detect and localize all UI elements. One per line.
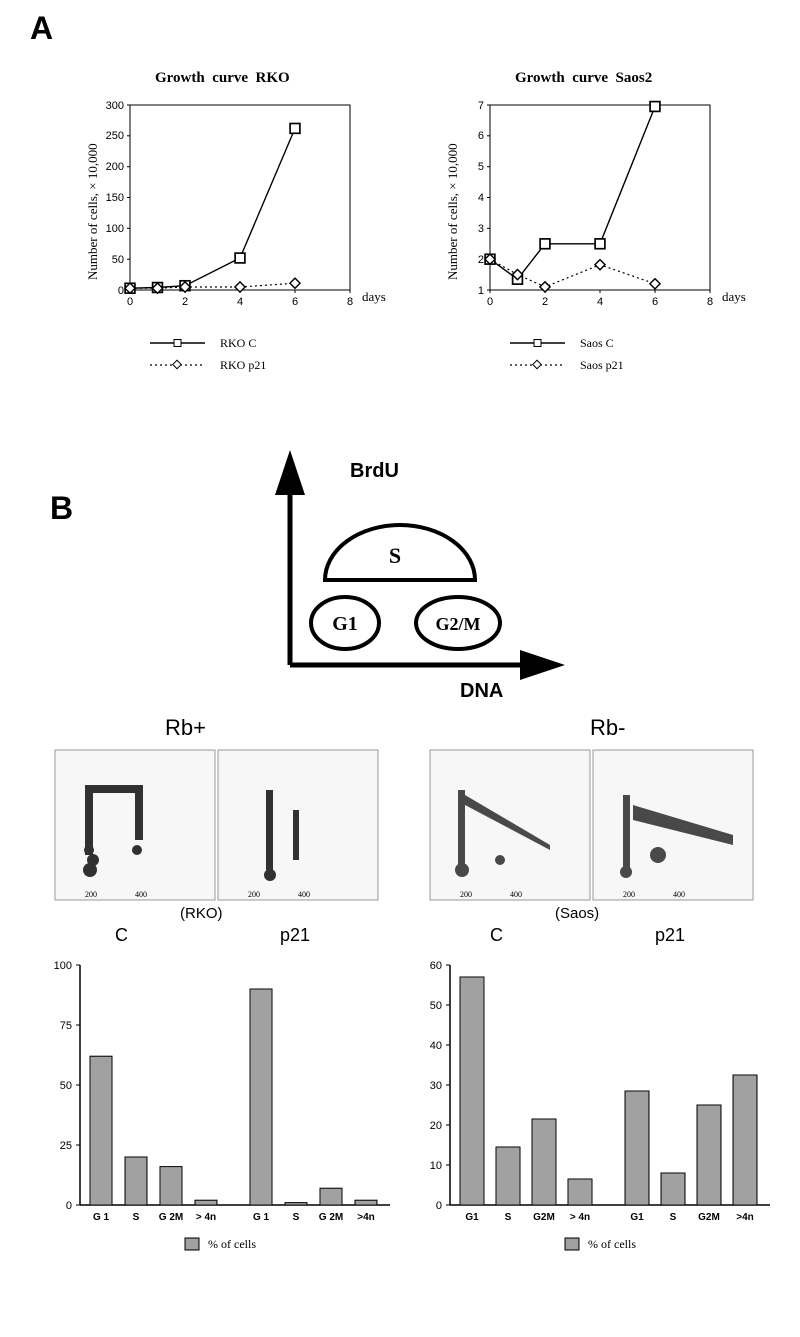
svg-text:G2M: G2M bbox=[698, 1212, 720, 1223]
panel-b-label: B bbox=[50, 490, 73, 527]
ylabel-saos: Number of cells, × 10,000 bbox=[445, 143, 461, 280]
region-g2m: G2/M bbox=[436, 614, 481, 634]
rko-cell-line: (RKO) bbox=[180, 905, 223, 922]
svg-text:S: S bbox=[133, 1212, 140, 1223]
header-rb-plus: Rb+ bbox=[165, 715, 206, 741]
xlabel-saos: days bbox=[722, 289, 746, 305]
svg-text:S: S bbox=[670, 1212, 677, 1223]
svg-text:2: 2 bbox=[542, 296, 548, 308]
svg-text:0: 0 bbox=[487, 296, 493, 308]
svg-text:> 4n: > 4n bbox=[570, 1212, 590, 1223]
svg-text:6: 6 bbox=[652, 296, 658, 308]
panel-a-label: A bbox=[30, 10, 53, 47]
svg-text:200: 200 bbox=[106, 161, 124, 173]
svg-text:5: 5 bbox=[478, 161, 484, 173]
svg-text:10: 10 bbox=[430, 1160, 442, 1172]
dna-axis-label: DNA bbox=[460, 680, 503, 703]
svg-text:25: 25 bbox=[60, 1140, 72, 1152]
svg-text:150: 150 bbox=[106, 192, 124, 204]
svg-text:S: S bbox=[505, 1212, 512, 1223]
chart-title-rko: Growth curve RKO bbox=[155, 70, 290, 87]
legend-rko: RKO C RKO p21 bbox=[150, 335, 350, 385]
growth-chart-saos: 1 2 3 4 5 6 7 0 2 4 6 8 bbox=[460, 95, 730, 325]
legend-saos-p21: Saos p21 bbox=[580, 358, 624, 372]
legend-left-bars: % of cells bbox=[208, 1237, 256, 1251]
legend-rko-c: RKO C bbox=[220, 336, 256, 350]
svg-text:400: 400 bbox=[510, 890, 522, 899]
cond-saos-c: C bbox=[490, 925, 503, 946]
legend-rko-p21: RKO p21 bbox=[220, 358, 266, 372]
facs-rko-c: 200 400 bbox=[55, 750, 215, 900]
svg-text:6: 6 bbox=[478, 130, 484, 142]
facs-rko-p21: 200 400 bbox=[218, 750, 378, 900]
svg-text:20: 20 bbox=[430, 1120, 442, 1132]
svg-text:50: 50 bbox=[60, 1080, 72, 1092]
svg-text:> 4n: > 4n bbox=[196, 1212, 216, 1223]
svg-text:400: 400 bbox=[673, 890, 685, 899]
svg-text:1: 1 bbox=[478, 285, 484, 297]
svg-text:200: 200 bbox=[460, 890, 472, 899]
figure-root: A Growth curve RKO 0 50 100 150 200 250 … bbox=[0, 0, 800, 1337]
svg-text:40: 40 bbox=[430, 1040, 442, 1052]
cond-saos-p21: p21 bbox=[655, 925, 685, 946]
growth-chart-rko: 0 50 100 150 200 250 300 0 2 4 6 8 bbox=[100, 95, 370, 325]
cond-rko-p21: p21 bbox=[280, 925, 310, 946]
svg-text:100: 100 bbox=[54, 960, 72, 972]
header-rb-minus: Rb- bbox=[590, 715, 625, 741]
facs-saos-c: 200 400 bbox=[430, 750, 590, 900]
svg-text:0: 0 bbox=[66, 1200, 72, 1212]
svg-text:200: 200 bbox=[623, 890, 635, 899]
brdu-axis-label: BrdU bbox=[350, 460, 399, 483]
svg-text:3: 3 bbox=[478, 223, 484, 235]
svg-text:60: 60 bbox=[430, 960, 442, 972]
svg-text:400: 400 bbox=[135, 890, 147, 899]
facs-schematic: S G1 G2/M bbox=[270, 485, 550, 695]
svg-text:30: 30 bbox=[430, 1080, 442, 1092]
svg-text:200: 200 bbox=[85, 890, 97, 899]
chart-title-saos: Growth curve Saos2 bbox=[515, 70, 652, 87]
svg-text:2: 2 bbox=[478, 254, 484, 266]
svg-text:8: 8 bbox=[707, 296, 713, 308]
svg-text:0: 0 bbox=[127, 296, 133, 308]
svg-text:G 2M: G 2M bbox=[319, 1212, 343, 1223]
svg-text:0: 0 bbox=[118, 285, 124, 297]
legend-right-bars: % of cells bbox=[588, 1237, 636, 1251]
svg-text:S: S bbox=[293, 1212, 300, 1223]
bar-chart-saos: 0 10 20 30 40 50 60 G1 S G2M > 4n G1 S G… bbox=[420, 955, 780, 1255]
svg-text:G 1: G 1 bbox=[93, 1212, 110, 1223]
region-g1: G1 bbox=[332, 613, 358, 635]
svg-text:100: 100 bbox=[106, 223, 124, 235]
saos-cell-line: (Saos) bbox=[555, 905, 599, 922]
svg-text:2: 2 bbox=[182, 296, 188, 308]
legend-saos-c: Saos C bbox=[580, 336, 614, 350]
svg-text:8: 8 bbox=[347, 296, 353, 308]
svg-text:>4n: >4n bbox=[736, 1212, 754, 1223]
svg-text:7: 7 bbox=[478, 100, 484, 112]
svg-text:G1: G1 bbox=[465, 1212, 479, 1223]
svg-text:4: 4 bbox=[478, 192, 484, 204]
svg-text:4: 4 bbox=[597, 296, 603, 308]
cond-rko-c: C bbox=[115, 925, 128, 946]
xlabel-rko: days bbox=[362, 289, 386, 305]
ylabel-rko: Number of cells, × 10,000 bbox=[85, 143, 101, 280]
svg-text:>4n: >4n bbox=[357, 1212, 375, 1223]
bar-chart-rko: 0 25 50 75 100 G 1 S G 2M > 4n G 1 S G 2… bbox=[50, 955, 400, 1255]
svg-text:G2M: G2M bbox=[533, 1212, 555, 1223]
region-s: S bbox=[389, 543, 401, 568]
svg-text:G 1: G 1 bbox=[253, 1212, 270, 1223]
svg-text:400: 400 bbox=[298, 890, 310, 899]
svg-text:50: 50 bbox=[112, 254, 124, 266]
svg-text:0: 0 bbox=[436, 1200, 442, 1212]
svg-text:300: 300 bbox=[106, 100, 124, 112]
svg-text:75: 75 bbox=[60, 1020, 72, 1032]
svg-text:4: 4 bbox=[237, 296, 243, 308]
svg-text:50: 50 bbox=[430, 1000, 442, 1012]
facs-saos-p21: 200 400 bbox=[593, 750, 753, 900]
svg-text:250: 250 bbox=[106, 130, 124, 142]
svg-text:G 2M: G 2M bbox=[159, 1212, 183, 1223]
svg-text:6: 6 bbox=[292, 296, 298, 308]
svg-text:G1: G1 bbox=[630, 1212, 644, 1223]
svg-text:200: 200 bbox=[248, 890, 260, 899]
legend-saos: Saos C Saos p21 bbox=[510, 335, 710, 385]
